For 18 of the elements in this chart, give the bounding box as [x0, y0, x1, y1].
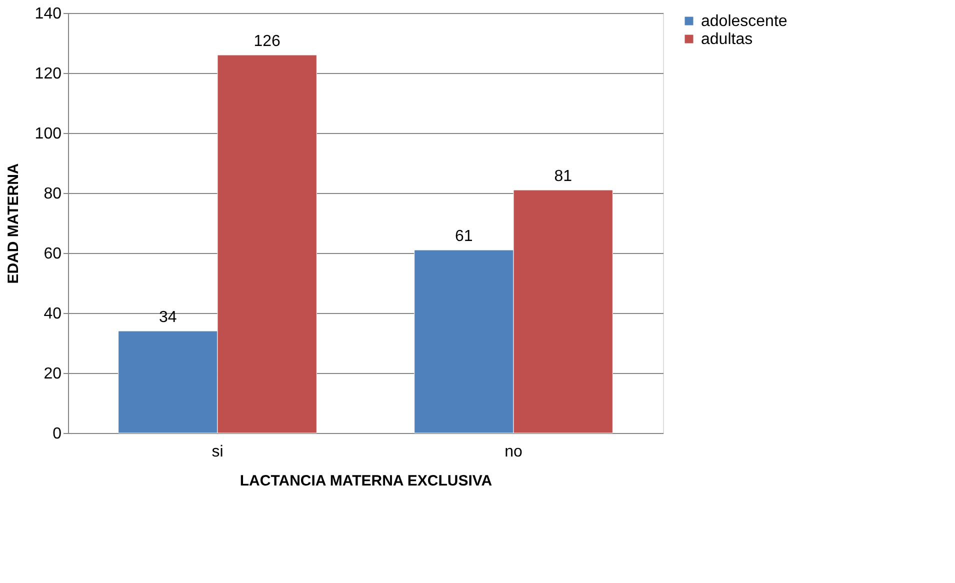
- data-label: 61: [455, 228, 473, 245]
- legend-label: adolescente: [701, 13, 788, 30]
- y-tick-label: 20: [44, 366, 62, 382]
- legend-label: adultas: [701, 31, 753, 48]
- x-axis-title: LACTANCIA MATERNA EXCLUSIVA: [240, 472, 492, 490]
- y-tick-label: 60: [44, 246, 62, 262]
- data-label: 126: [254, 33, 281, 50]
- y-tick-label: 120: [34, 66, 62, 82]
- y-tick-label: 40: [44, 306, 62, 322]
- data-label: 34: [159, 309, 177, 326]
- y-tick-label: 100: [34, 126, 62, 142]
- y-tick-label: 80: [44, 186, 62, 202]
- y-tick-label: 0: [52, 426, 62, 442]
- x-tick-label: si: [212, 444, 224, 460]
- y-axis-title: EDAD MATERNA: [4, 163, 22, 284]
- data-label: 81: [554, 168, 572, 185]
- x-tick-label: no: [504, 444, 523, 460]
- y-tick-label: 140: [34, 6, 62, 22]
